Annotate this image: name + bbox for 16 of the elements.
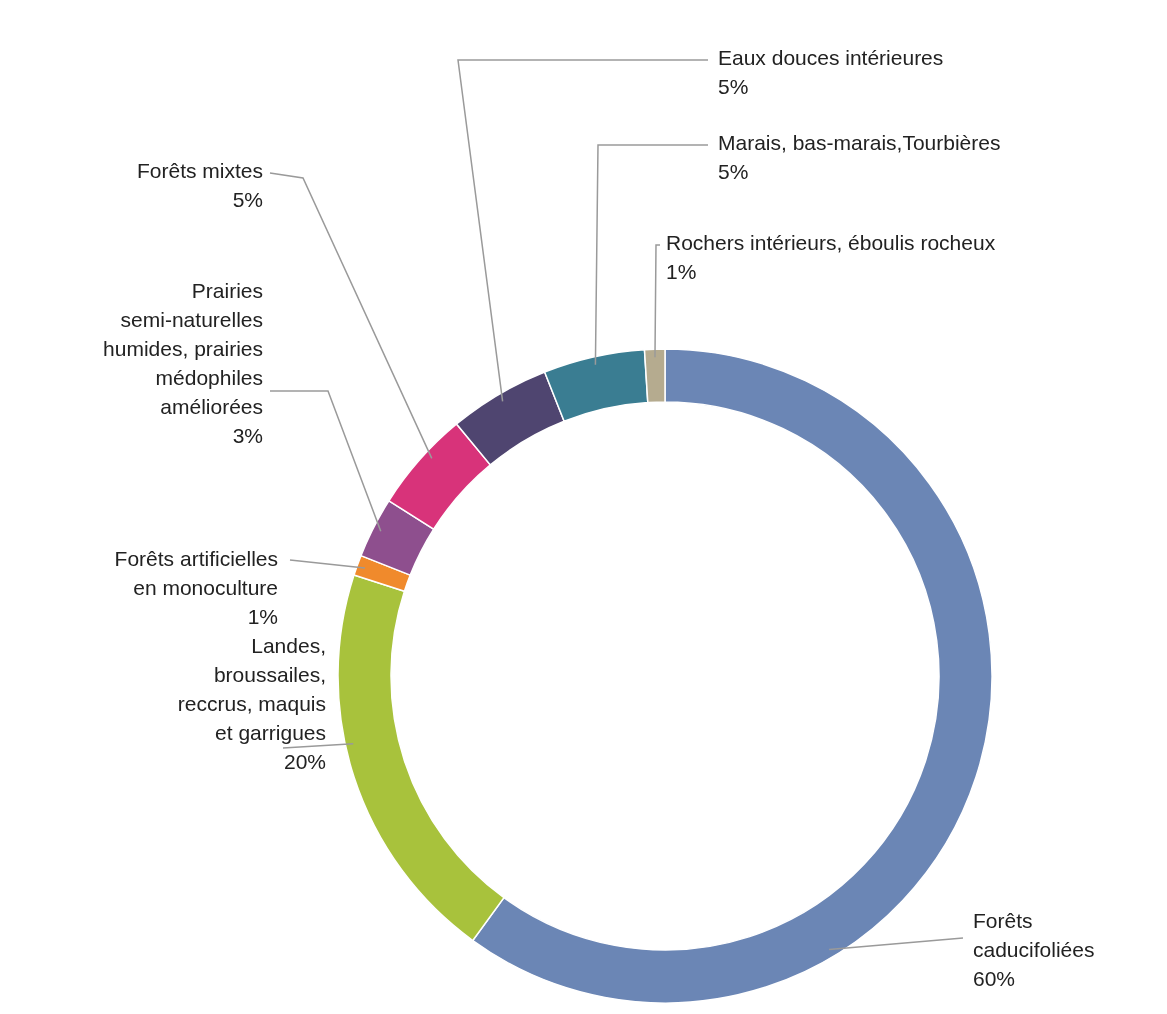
slice-label: Eaux douces intérieures	[718, 46, 944, 69]
slice-label: Prairies semi-naturelles humides, prairies médophiles améliorées	[103, 279, 263, 418]
slice-label: Marais, bas-marais,Tourbières	[718, 131, 1001, 154]
data-label: 1%	[247, 605, 278, 628]
data-label: 5%	[232, 188, 263, 211]
data-label: 60%	[973, 967, 1016, 990]
data-label: 5%	[718, 160, 749, 183]
data-label: 20%	[283, 750, 326, 773]
slice-label: Landes, broussailes, reccrus, maquis et garrigues	[177, 634, 326, 744]
slice-label: Rochers intérieurs, éboulis rocheux	[666, 231, 996, 254]
data-label: 1%	[666, 260, 697, 283]
data-label: 3%	[232, 424, 263, 447]
data-label: 5%	[718, 75, 749, 98]
slice-label: Forêts caducifoliées	[973, 909, 1095, 961]
slice-label: Forêts artificielles en monoculture	[114, 547, 278, 599]
slice-label: Forêts mixtes	[136, 159, 263, 182]
